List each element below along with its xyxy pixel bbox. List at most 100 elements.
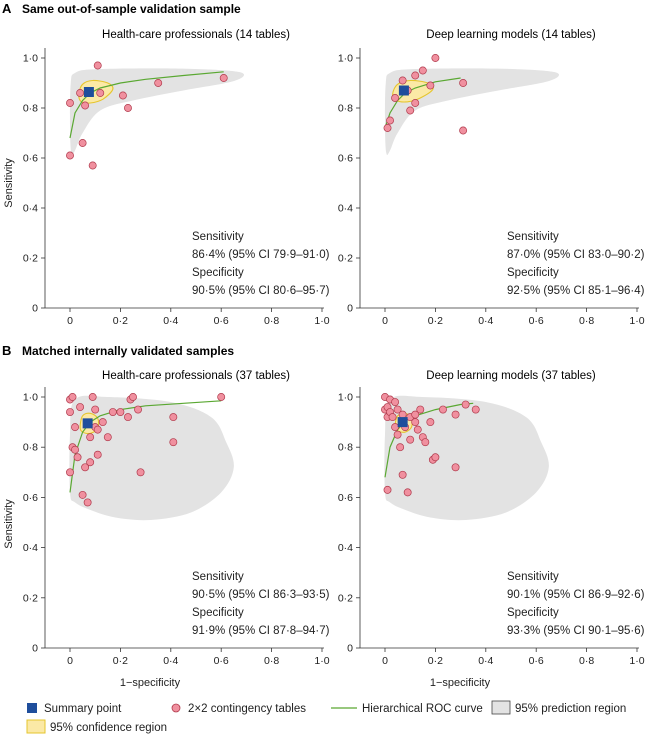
study-point [451,463,460,472]
y-tick-label: 0·4 [338,203,353,215]
prediction-region [384,395,549,521]
y-tick-label: 1·0 [338,392,353,404]
study-point [88,393,97,401]
legend-confidence-label: 95% confidence region [50,722,167,734]
study-point [66,408,74,417]
study-point [393,405,402,414]
study-point [413,425,422,434]
study-point [66,99,74,107]
y-tick-label: 0 [32,643,38,655]
y-tick-label: 0·2 [338,253,353,265]
study-point [217,393,226,401]
sensitivity-label: Sensitivity [507,571,559,583]
study-point [451,410,460,419]
x-tick-label: 0·6 [529,315,544,327]
legend: Summary point 2×2 contingency tables Hie… [26,700,626,734]
study-point [86,433,95,442]
summary-point [82,418,93,429]
y-tick-label: 0·2 [23,253,38,265]
study-point [421,438,430,447]
x-axis-label-left: 1−specificity [120,677,181,689]
study-point [81,463,90,472]
x-tick-label: 0·8 [264,315,279,327]
study-point [383,485,392,494]
study-point [73,453,82,462]
legend-confidence-swatch [26,719,46,734]
x-tick-label: 0·6 [214,315,229,327]
x-tick-label: 0 [382,315,388,327]
legend-summary-swatch [27,703,37,713]
prediction-region [69,68,245,155]
study-point [411,71,420,80]
x-tick-label: 0·8 [264,655,279,667]
study-point [383,124,392,132]
section-b-letter: B [2,343,11,358]
study-point [391,423,400,432]
legend-tables-label: 2×2 contingency tables [188,703,306,715]
study-point [91,405,100,414]
legend-summary-label: Summary point [44,703,122,715]
study-point [459,126,468,135]
y-tick-label: 0·8 [23,103,38,115]
y-tick-label: 0 [347,643,353,655]
study-point [391,398,400,406]
x-tick-label: 0 [67,655,73,667]
y-tick-label: 0 [32,303,38,315]
study-point [416,405,425,414]
x-tick-label: 0·2 [113,655,128,667]
study-point [461,400,470,409]
study-point [71,445,79,454]
specificity-label: Specificity [507,607,559,619]
study-point [406,106,415,115]
study-point [391,94,400,102]
study-point [78,490,87,499]
study-point [418,66,427,75]
study-point [169,438,178,447]
y-tick-label: 0 [347,303,353,315]
panel-b-health-care-professionals: Health-care professionals (37 tables) 0 0 0… [23,370,330,667]
study-point [108,408,117,417]
study-point [398,410,407,419]
specificity-label: Specificity [507,267,559,279]
study-point [76,403,85,411]
study-point [124,104,132,112]
section-a-title: Same out-of-sample validation sample [22,2,241,16]
sensitivity-label: Sensitivity [192,231,244,243]
x-tick-label: 1·0 [629,655,644,667]
panel-title: Deep learning models (37 tables) [426,370,596,382]
study-point [103,433,112,442]
legend-prediction-swatch [491,700,511,715]
study-point [411,99,420,107]
study-point [439,405,447,414]
sensitivity-label: Sensitivity [507,231,559,243]
sensitivity-label: Sensitivity [192,571,244,583]
x-tick-label: 0·8 [579,315,594,327]
x-tick-label: 0·4 [163,655,178,667]
study-point [393,430,402,439]
study-point [66,468,74,477]
study-point [426,81,435,90]
study-point [136,468,145,477]
study-point [396,443,405,452]
x-tick-label: 0·8 [579,655,594,667]
x-tick-label: 0·2 [113,315,128,327]
x-tick-label: 0·6 [529,655,544,667]
summary-point [83,87,94,97]
study-point [134,405,142,414]
x-tick-label: 0·2 [428,315,443,327]
x-tick-label: 1·0 [314,315,329,327]
study-point [71,423,79,432]
study-point [68,393,77,401]
x-tick-label: 1·0 [314,655,329,667]
section-b-title: Matched internally validated samples [22,344,234,358]
y-tick-label: 0·8 [23,442,38,454]
specificity-label: Specificity [192,267,244,279]
y-axis-label-a: Sensitivity [3,158,15,208]
study-point [83,498,92,507]
panel-title: Health-care professionals (37 tables) [102,370,290,382]
study-point [76,89,85,97]
study-point [93,450,102,459]
x-tick-label: 1·0 [629,315,644,327]
specificity-label: Specificity [192,607,244,619]
